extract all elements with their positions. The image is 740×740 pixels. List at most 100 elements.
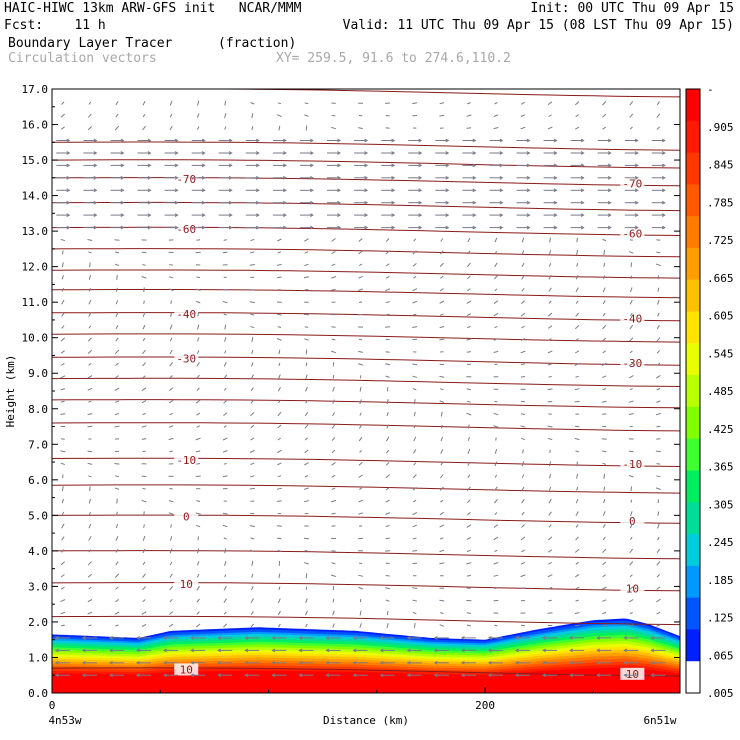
vector-head (244, 648, 249, 653)
circulation-vector (574, 388, 580, 391)
circulation-vector (114, 387, 120, 391)
circulation-vector (116, 511, 118, 516)
circulation-vector (439, 300, 445, 304)
circulation-vector (440, 424, 443, 429)
circulation-vector (250, 611, 254, 615)
vector-head (526, 213, 531, 218)
circulation-vector (521, 524, 525, 528)
circulation-vector (143, 524, 145, 528)
circulation-vector (277, 449, 282, 454)
circulation-vector (61, 262, 64, 268)
circulation-vector (493, 524, 499, 528)
circulation-vector (331, 114, 336, 117)
circulation-vector (60, 450, 66, 453)
circulation-vector (115, 375, 119, 379)
circulation-vector (602, 536, 606, 541)
circulation-vector (277, 102, 282, 105)
circulation-vector (520, 338, 526, 341)
vector-head (54, 636, 59, 640)
circulation-vector (575, 599, 579, 602)
circulation-vector (358, 512, 363, 515)
plot-axes: 0.0 1.0 2.0 3.0 4.0 5.0 6.0 7.0 8.0 9.0 10.0 11.0 12… (4, 83, 681, 727)
temperature-contour--40 (52, 312, 680, 322)
vector-head (661, 151, 666, 155)
circulation-vector (277, 500, 282, 502)
vector-head (418, 188, 423, 193)
temperature-contour--30 (52, 356, 680, 366)
vector-head (472, 188, 477, 193)
circulation-vector (574, 350, 580, 354)
circulation-vector (169, 387, 174, 391)
circulation-vector (332, 412, 335, 416)
vector-head (310, 138, 314, 143)
circulation-vector (630, 486, 633, 492)
circulation-vector (60, 400, 65, 403)
circulation-vector (656, 387, 661, 391)
circulation-vector (413, 499, 417, 503)
circulation-vector (359, 610, 362, 616)
circulation-vector (196, 350, 200, 354)
vector-head (661, 188, 666, 193)
circulation-vector (88, 362, 92, 366)
circulation-vector (493, 562, 499, 565)
circulation-vector (61, 312, 65, 317)
circulation-vector (60, 599, 66, 603)
circulation-vector (385, 275, 390, 279)
circulation-vector (196, 337, 200, 342)
vector-head (135, 648, 140, 653)
colorbar-segment (686, 120, 700, 154)
circulation-vector (574, 586, 580, 590)
vector-head (445, 188, 450, 193)
circulation-vector (386, 610, 389, 616)
circulation-vector (385, 474, 390, 479)
circulation-vector (358, 474, 363, 479)
circulation-vector (467, 436, 470, 441)
vector-head (135, 673, 140, 678)
circulation-vector (61, 325, 65, 329)
contour-label: -30 (176, 353, 196, 366)
vector-head (201, 175, 206, 180)
circulation-vector (467, 448, 471, 454)
circulation-vector (169, 585, 173, 591)
circulation-vector (493, 350, 499, 353)
circulation-vector (548, 114, 552, 117)
circulation-vector (196, 362, 200, 367)
circulation-vector (575, 375, 579, 378)
circulation-vector (251, 586, 254, 591)
circulation-vector (249, 525, 255, 527)
circulation-vector (60, 561, 66, 566)
contour-label: 0 (183, 511, 190, 524)
circulation-vector (222, 437, 228, 441)
circulation-vector (521, 498, 525, 504)
y-tick-label: 6.0 (28, 474, 48, 487)
circulation-vector (331, 449, 336, 454)
header-line1-right: Init: 00 UTC Thu 09 Apr 15 (530, 1, 735, 16)
circulation-vector (656, 425, 661, 428)
circulation-vector (466, 300, 472, 304)
colorbar-segment (686, 247, 700, 281)
vector-head (406, 636, 411, 640)
circulation-vector (277, 424, 282, 429)
circulation-vector (574, 574, 580, 578)
circulation-vector (251, 126, 254, 131)
circulation-vector (277, 313, 282, 316)
circulation-vector (656, 574, 660, 578)
circulation-vector (222, 251, 228, 254)
circulation-vector (251, 349, 254, 354)
circulation-vector (304, 462, 309, 466)
vector-head (255, 163, 260, 168)
circulation-vector (276, 114, 282, 118)
y-tick-label: 7.0 (28, 438, 48, 451)
circulation-vector (143, 287, 145, 293)
circulation-vector (412, 524, 417, 528)
contour-label-bg (174, 173, 199, 186)
circulation-vector (602, 511, 606, 517)
circulation-vector (250, 238, 255, 242)
circulation-vector (331, 250, 336, 254)
circulation-vector (385, 250, 390, 255)
circulation-vector (250, 475, 255, 478)
circulation-vector (412, 313, 417, 316)
circulation-vector (466, 486, 471, 491)
vector-head (81, 648, 86, 653)
circulation-vector (574, 101, 580, 106)
